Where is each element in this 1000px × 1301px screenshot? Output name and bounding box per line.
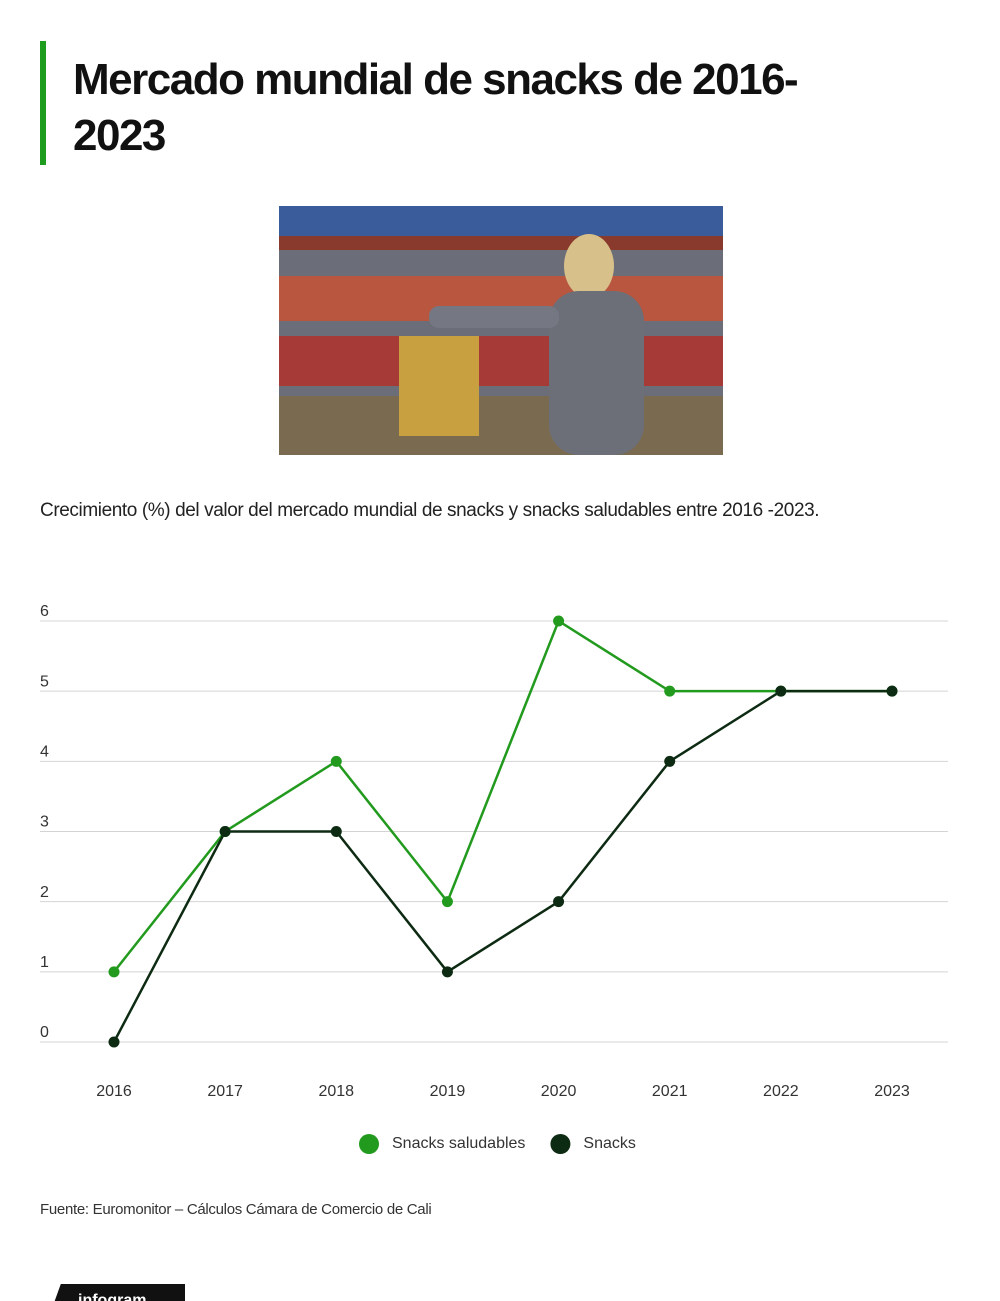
legend-label: Snacks <box>583 1135 635 1152</box>
subtitle: Crecimiento (%) del valor del mercado mu… <box>40 500 820 521</box>
x-tick-label: 2017 <box>207 1083 243 1100</box>
x-tick-label: 2018 <box>318 1083 354 1100</box>
x-tick-label: 2022 <box>763 1083 799 1100</box>
x-tick-label: 2023 <box>874 1083 910 1100</box>
y-tick-label: 6 <box>40 603 49 620</box>
brand-text: infogram <box>78 1292 147 1301</box>
data-point <box>219 826 231 837</box>
y-tick-label: 2 <box>40 884 49 901</box>
data-point <box>775 685 787 697</box>
chart: 0 1 2 3 4 5 6 2016 2017 2018 2019 2020 2021 2022 2023 S… <box>40 603 948 1154</box>
data-point <box>886 685 898 697</box>
data-point <box>553 615 565 627</box>
data-point <box>108 1036 120 1048</box>
data-point <box>330 755 342 767</box>
y-tick-label: 4 <box>40 744 49 761</box>
source: Fuente: Euromonitor – Cálculos Cámara de… <box>40 1201 432 1218</box>
title: Mercado mundial de snacks de 2016-2023 <box>73 55 799 160</box>
x-tick-label: 2021 <box>652 1083 688 1100</box>
legend-marker <box>359 1134 379 1154</box>
brand-logo: infogram <box>50 1284 185 1301</box>
legend-label: Snacks saludables <box>392 1135 525 1152</box>
legend-marker <box>550 1134 571 1154</box>
photo <box>279 206 723 455</box>
series-line <box>112 689 892 1043</box>
data-point <box>441 966 453 978</box>
data-point <box>553 896 565 908</box>
y-tick-label: 1 <box>40 954 49 971</box>
y-tick-label: 0 <box>40 1024 49 1041</box>
y-tick-label: 5 <box>40 673 49 690</box>
y-tick-label: 3 <box>40 814 49 831</box>
x-tick-label: 2016 <box>96 1083 132 1100</box>
x-tick-label: 2020 <box>541 1083 577 1100</box>
series-line <box>113 619 892 973</box>
accent-bar <box>40 41 46 165</box>
x-tick-label: 2019 <box>430 1083 466 1100</box>
data-point <box>108 966 120 978</box>
data-point <box>664 685 676 697</box>
data-point <box>664 755 676 767</box>
data-point <box>441 896 453 908</box>
data-point <box>330 826 342 837</box>
